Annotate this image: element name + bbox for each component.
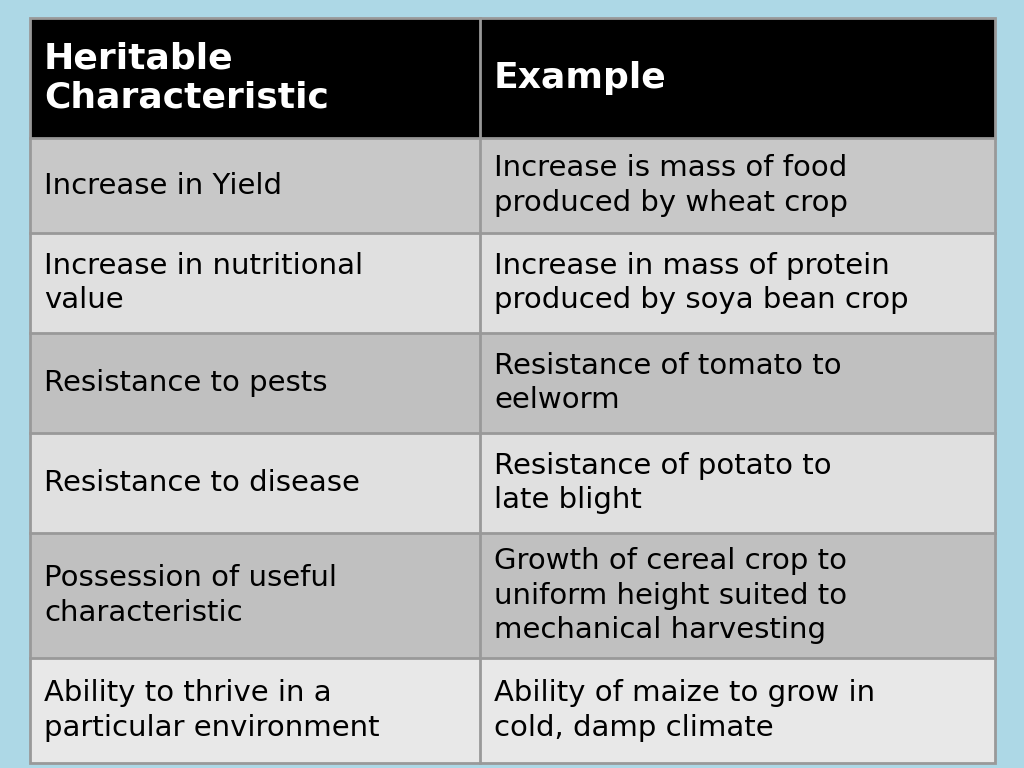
- Bar: [30, 138, 480, 233]
- Text: Increase in nutritional
value: Increase in nutritional value: [44, 252, 364, 314]
- Bar: [480, 18, 995, 138]
- Bar: [30, 333, 480, 433]
- Text: Resistance to disease: Resistance to disease: [44, 469, 359, 497]
- Text: Resistance of tomato to
eelworm: Resistance of tomato to eelworm: [494, 352, 842, 414]
- Text: Example: Example: [494, 61, 667, 95]
- Text: Ability to thrive in a
particular environment: Ability to thrive in a particular enviro…: [44, 679, 380, 742]
- Bar: [480, 658, 995, 763]
- Text: Increase in mass of protein
produced by soya bean crop: Increase in mass of protein produced by …: [494, 252, 908, 314]
- Text: Resistance to pests: Resistance to pests: [44, 369, 328, 397]
- Text: Growth of cereal crop to
uniform height suited to
mechanical harvesting: Growth of cereal crop to uniform height …: [494, 547, 847, 644]
- Bar: [30, 658, 480, 763]
- Text: Possession of useful
characteristic: Possession of useful characteristic: [44, 564, 337, 627]
- Bar: [30, 233, 480, 333]
- Bar: [480, 333, 995, 433]
- Text: Increase is mass of food
produced by wheat crop: Increase is mass of food produced by whe…: [494, 154, 848, 217]
- Bar: [480, 233, 995, 333]
- Bar: [480, 533, 995, 658]
- Bar: [480, 138, 995, 233]
- Text: Increase in Yield: Increase in Yield: [44, 171, 282, 200]
- Bar: [30, 533, 480, 658]
- Bar: [30, 18, 480, 138]
- Bar: [30, 433, 480, 533]
- Text: Ability of maize to grow in
cold, damp climate: Ability of maize to grow in cold, damp c…: [494, 679, 876, 742]
- Text: Heritable
Characteristic: Heritable Characteristic: [44, 41, 329, 114]
- Bar: [480, 433, 995, 533]
- Text: Resistance of potato to
late blight: Resistance of potato to late blight: [494, 452, 831, 515]
